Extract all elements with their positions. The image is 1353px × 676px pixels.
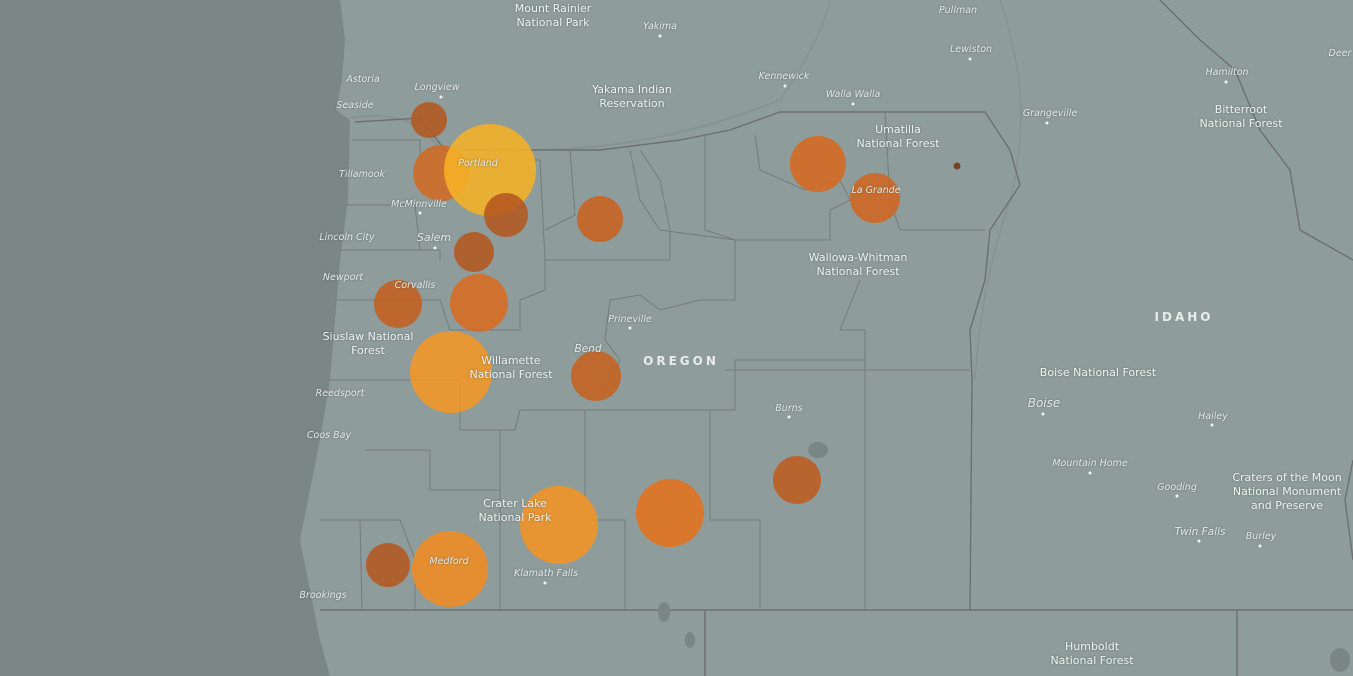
city-pullman: Pullman	[938, 5, 978, 16]
city-deer: Deer	[1328, 48, 1352, 59]
city-coos-bay: Coos Bay	[306, 430, 352, 441]
city-portland: Portland	[458, 158, 498, 169]
label-humboldt: Humboldt National Forest	[1050, 640, 1134, 667]
bubble-15[interactable]	[636, 479, 704, 547]
bubble-12[interactable]	[850, 173, 900, 223]
city-dot-mountain-home	[1088, 471, 1092, 475]
city-dot-salem	[433, 246, 437, 250]
label-umatilla: Umatilla National Forest	[856, 123, 940, 150]
city-lincoln-city: Lincoln City	[319, 232, 375, 243]
city-dot-kennewick	[783, 84, 787, 88]
bubble-5[interactable]	[454, 232, 494, 272]
city-dot-boise	[1041, 412, 1045, 416]
ocean	[0, 0, 350, 676]
label-mount-rainier: Mount Rainier National Park	[514, 2, 592, 29]
city-klamath-falls: Klamath Falls	[513, 568, 579, 579]
bubble-1[interactable]	[411, 102, 447, 138]
bubble-10[interactable]	[571, 351, 621, 401]
city-seaside: Seaside	[336, 100, 374, 111]
city-bend: Bend	[574, 343, 602, 355]
city-dot-hamilton	[1224, 80, 1228, 84]
label-craters-moon: Craters of the Moon National Monument an…	[1232, 471, 1342, 512]
label-yakama: Yakama Indian Reservation	[592, 83, 672, 110]
city-dot-grangeville	[1045, 121, 1049, 125]
city-twin-falls: Twin Falls	[1174, 526, 1226, 538]
city-corvallis: Corvallis	[394, 280, 436, 291]
city-boise: Boise	[1027, 396, 1061, 410]
bubble-4[interactable]	[484, 193, 528, 237]
city-reedsport: Reedsport	[315, 388, 365, 399]
bubble-9[interactable]	[410, 331, 492, 413]
bubble-13[interactable]	[953, 162, 961, 170]
state-label-idaho: IDAHO	[1154, 310, 1214, 324]
city-hamilton: Hamilton	[1205, 67, 1249, 78]
city-dot-klamath-falls	[543, 581, 547, 585]
label-crater-lake: Crater Lake National Park	[478, 497, 552, 524]
city-dot-longview	[439, 95, 443, 99]
city-la-grande: La Grande	[851, 185, 901, 196]
city-astoria: Astoria	[346, 74, 380, 85]
city-salem: Salem	[416, 231, 452, 244]
city-grangeville: Grangeville	[1022, 108, 1078, 119]
city-burns: Burns	[775, 403, 803, 414]
label-willamette: Willamette National Forest	[469, 354, 553, 381]
city-longview: Longview	[414, 82, 460, 93]
city-dot-twin-falls	[1197, 539, 1201, 543]
city-dot-gooding	[1175, 494, 1179, 498]
label-bitterroot: Bitterroot National Forest	[1199, 103, 1283, 130]
city-lewiston: Lewiston	[949, 44, 993, 55]
lakes	[658, 442, 1350, 672]
city-tillamook: Tillamook	[339, 169, 385, 180]
bubble-16[interactable]	[520, 486, 598, 564]
city-brookings: Brookings	[299, 590, 347, 601]
city-walla-walla: Walla Walla	[825, 89, 881, 100]
city-prineville: Prineville	[608, 314, 652, 325]
label-siuslaw: Siuslaw National Forest	[322, 330, 414, 357]
city-dot-lewiston	[968, 57, 972, 61]
city-dot-burley	[1258, 544, 1262, 548]
city-dot-burns	[787, 415, 791, 419]
city-medford: Medford	[429, 556, 469, 567]
city-kennewick: Kennewick	[758, 71, 810, 82]
bubble-7[interactable]	[374, 280, 422, 328]
label-wallowa: Wallowa-Whitman National Forest	[808, 251, 908, 278]
city-dot-prineville	[628, 326, 632, 330]
bubble-17[interactable]	[366, 543, 410, 587]
city-dot-mcminnville	[418, 211, 422, 215]
bubble-8[interactable]	[450, 274, 508, 332]
bubble-6[interactable]	[577, 196, 623, 242]
city-hailey: Hailey	[1198, 411, 1228, 422]
city-newport: Newport	[322, 272, 364, 283]
bubble-11[interactable]	[790, 136, 846, 192]
bubble-14[interactable]	[773, 456, 821, 504]
label-boise-nf: Boise National Forest	[1039, 366, 1157, 379]
city-dot-hailey	[1210, 423, 1214, 427]
city-dot-walla-walla	[851, 102, 855, 106]
city-mountain-home: Mountain Home	[1052, 458, 1128, 469]
city-yakima: Yakima	[643, 21, 677, 32]
state-label-oregon: OREGON	[643, 354, 719, 368]
city-gooding: Gooding	[1157, 482, 1197, 493]
bubble-18[interactable]	[412, 531, 488, 607]
city-mcminnville: McMinnville	[391, 199, 447, 210]
city-burley: Burley	[1245, 531, 1277, 542]
city-dot-yakima	[658, 34, 662, 38]
